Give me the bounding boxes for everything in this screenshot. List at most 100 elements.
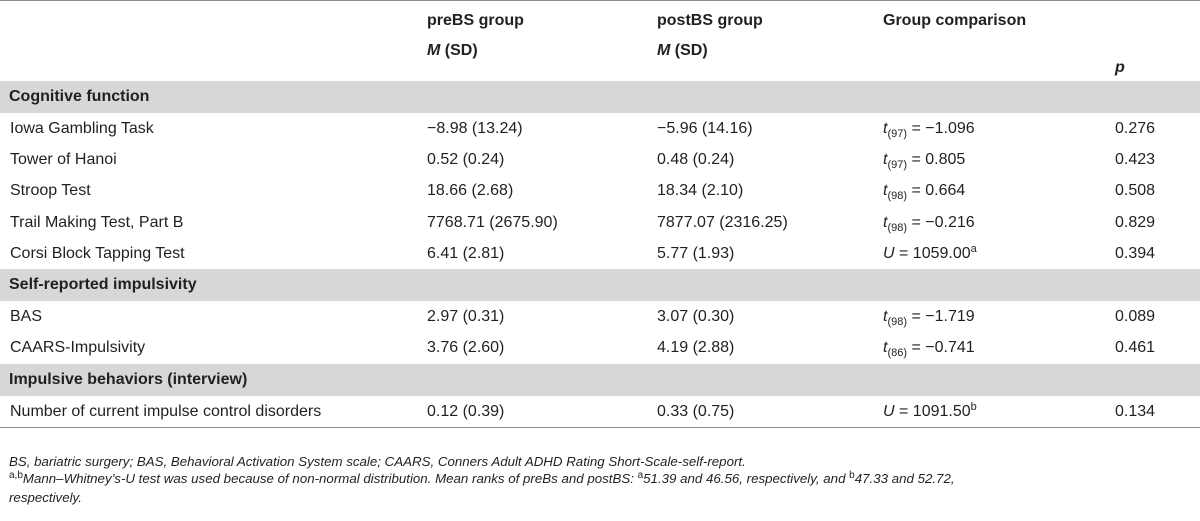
header-blank-p [1115,1,1200,42]
header-pre-sd: (SD) [440,42,478,59]
header-row-1: preBS group postBS group Group compariso… [0,1,1200,42]
footnote-sup-b: b [849,470,855,481]
footnote-line3: respectively. [9,490,82,505]
post-value: 3.07 (0.30) [657,308,735,326]
stat-symbol: t [883,119,888,137]
section-title: Cognitive function [0,81,1200,113]
header-blank-3 [883,42,1115,81]
footnote-marker: a [970,242,977,255]
table-row: Tower of Hanoi 0.52 (0.24) 0.48 (0.24) t(97… [0,144,1200,175]
section-header-row: Impulsive behaviors (interview) [0,364,1200,397]
stat-symbol: U [883,402,895,420]
header-blank-2 [0,42,427,81]
header-pre-m: M [427,42,441,59]
table-row: Trail Making Test, Part B 7768.71 (2675.9… [0,207,1200,238]
header-row-2: M (SD) M (SD) p [0,42,1200,81]
stat-value: = −0.741 [907,339,975,357]
p-value: 0.394 [1115,244,1156,262]
section-header-row: Self-reported impulsivity [0,269,1200,302]
stat-value: = 1059.00 [894,244,971,262]
table-row: Stroop Test 18.66 (2.68) 18.34 (2.10) t(98)… [0,176,1200,207]
degrees-of-freedom: (98) [887,190,908,203]
stat-symbol: t [883,213,888,231]
pre-value: 0.12 (0.39) [427,402,505,420]
footnote-sup-a: a [637,470,644,481]
stat-symbol: t [883,150,888,168]
degrees-of-freedom: (97) [887,127,908,140]
post-value: 4.19 (2.88) [657,339,735,357]
measure-name: BAS [10,308,43,326]
measure-name: Corsi Block Tapping Test [10,244,185,262]
degrees-of-freedom: (97) [887,158,908,171]
comparison-stat: t(98) = −1.719 [883,301,1115,332]
p-value: 0.508 [1115,182,1156,200]
stat-symbol: t [883,182,888,200]
stat-value: = 0.664 [907,182,966,200]
bottom-rule [0,427,1200,429]
post-value: −5.96 (14.16) [657,119,753,137]
measure-name: Number of current impulse control disord… [10,402,322,420]
pre-value: 3.76 (2.60) [427,339,505,357]
header-p: p [1115,59,1125,76]
table-row: Number of current impulse control disord… [0,396,1200,428]
header-post-sd: (SD) [670,42,708,59]
p-value: 0.276 [1115,119,1156,137]
p-value: 0.134 [1115,402,1156,420]
comparison-stat: t(98) = 0.664 [883,176,1115,207]
table-footnotes: BS, bariatric surgery; BAS, Behavioral A… [9,453,1189,506]
header-post-msd: M (SD) [657,42,883,81]
table-row: CAARS-Impulsivity 3.76 (2.60) 4.19 (2.88) t… [0,333,1200,364]
table-row: Corsi Block Tapping Test 6.41 (2.81) 5.77 … [0,238,1200,269]
header-post-m: M [657,42,671,59]
stat-value: = 0.805 [907,150,966,168]
post-value: 18.34 (2.10) [657,182,744,200]
post-value: 0.33 (0.75) [657,402,735,420]
header-pre-group: preBS group [427,12,524,29]
footnote-end: 47.33 and 52.72, [854,471,955,486]
header-pre-msd: M (SD) [427,42,657,81]
section-title: Impulsive behaviors (interview) [0,364,1200,397]
comparison-stat: t(86) = −0.741 [883,333,1115,364]
table-row: Iowa Gambling Task −8.98 (13.24) −5.96 (14… [0,113,1200,144]
stat-value: = 1091.50 [894,402,971,420]
top-rule [0,0,1200,1]
comparison-stat: t(98) = −0.216 [883,207,1115,238]
footnote-marker: b [970,400,977,413]
footnote-mid: 51.39 and 46.56, respectively, and [643,471,850,486]
header-post-group: postBS group [657,12,763,29]
footnote-mann-whitney: a,bMann–Whitney’s-U test was used becaus… [9,470,1189,489]
pre-value: 18.66 (2.68) [427,182,514,200]
footnote-abbreviations: BS, bariatric surgery; BAS, Behavioral A… [9,454,746,469]
p-value: 0.423 [1115,150,1156,168]
footnote-text: Mann–Whitney’s-U test was used because o… [22,471,638,486]
p-value: 0.829 [1115,213,1156,231]
footnote-sup-ab: a,b [9,470,23,481]
section-header-row: Cognitive function [0,81,1200,113]
stat-symbol: U [883,244,895,262]
comparison-stat: U = 1059.00a [883,238,1115,269]
header-blank [0,1,427,42]
degrees-of-freedom: (98) [887,221,908,234]
group-comparison-table: preBS group postBS group Group compariso… [0,0,1200,429]
table-row: BAS 2.97 (0.31) 3.07 (0.30) t(98) = −1.719 0… [0,301,1200,332]
p-value: 0.089 [1115,308,1156,326]
post-value: 7877.07 (2316.25) [657,213,788,231]
post-value: 5.77 (1.93) [657,244,735,262]
section-title: Self-reported impulsivity [0,269,1200,302]
measure-name: Trail Making Test, Part B [10,213,184,231]
measure-name: Iowa Gambling Task [10,119,154,137]
pre-value: 7768.71 (2675.90) [427,213,558,231]
comparison-stat: t(97) = −1.096 [883,113,1115,144]
stat-value: = −1.096 [907,119,975,137]
p-value: 0.461 [1115,339,1156,357]
stat-symbol: t [883,308,888,326]
stat-symbol: t [883,339,888,357]
measure-name: Stroop Test [10,182,91,200]
pre-value: −8.98 (13.24) [427,119,523,137]
measure-name: CAARS-Impulsivity [10,339,146,357]
pre-value: 2.97 (0.31) [427,308,505,326]
pre-value: 6.41 (2.81) [427,244,505,262]
comparison-stat: t(97) = 0.805 [883,144,1115,175]
degrees-of-freedom: (98) [887,316,908,329]
